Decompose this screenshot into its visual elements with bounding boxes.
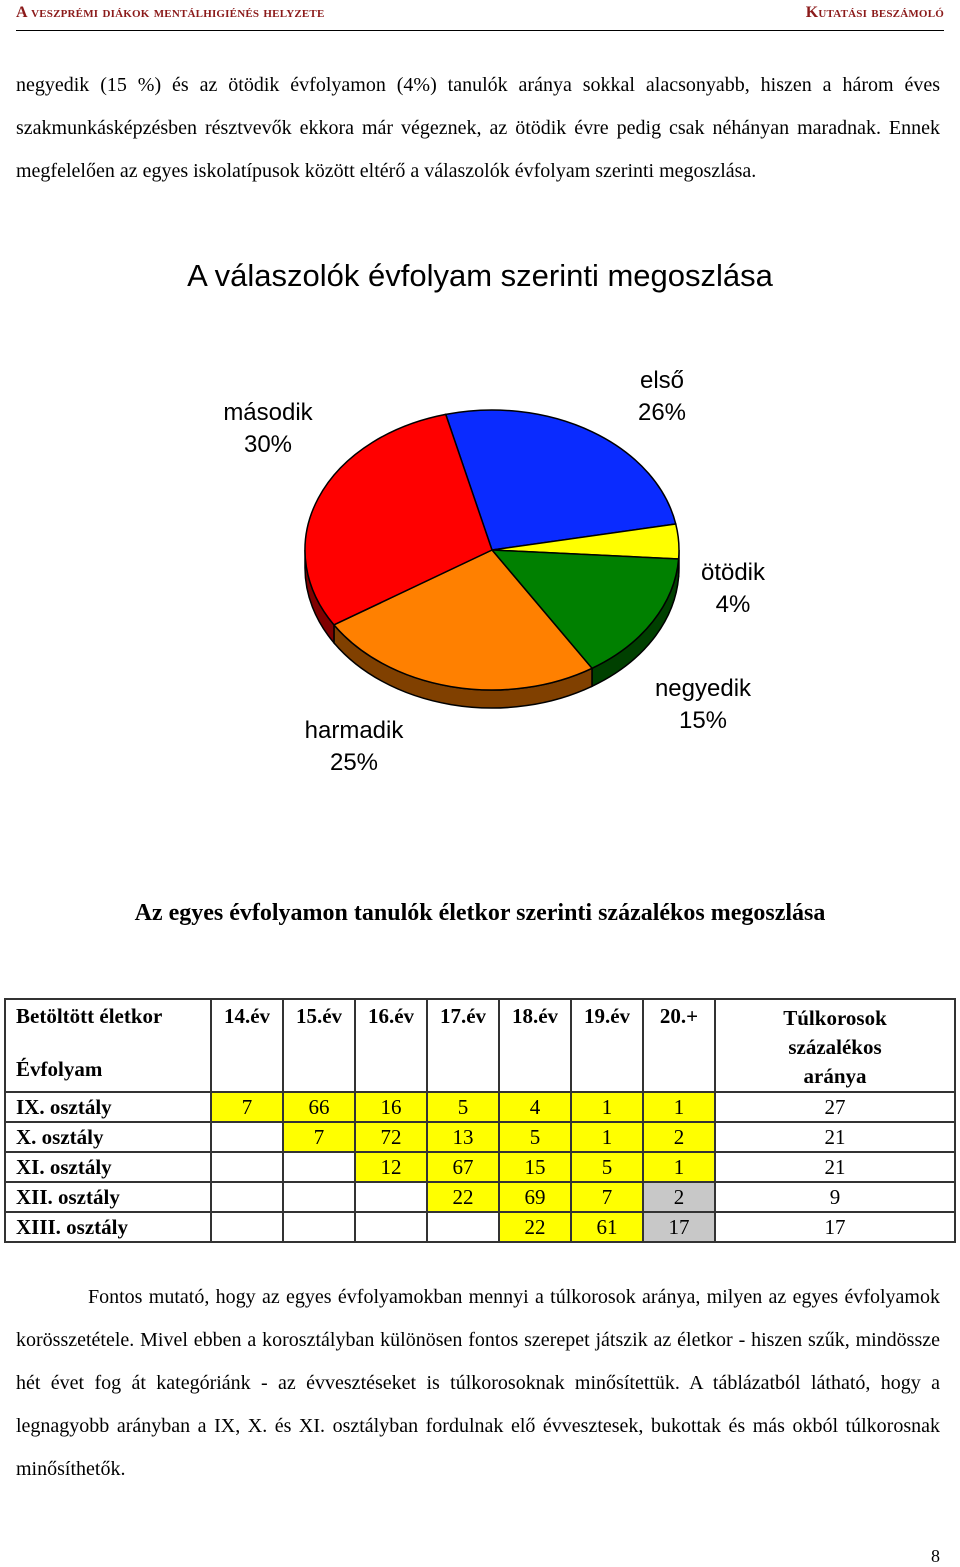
overage-header-line-0: Túlkorosok (783, 1006, 887, 1030)
pie-percent-első: 26% (638, 399, 686, 426)
table-row: X. osztály 7 72 13 5 1 2 21 (4, 1121, 956, 1153)
corner-top-label: Betöltött életkor (16, 1004, 163, 1028)
column-header-6: 20.+ (642, 998, 716, 1093)
table-cell: 4 (498, 1091, 572, 1123)
column-header-4: 18.év (498, 998, 572, 1093)
pie-label-ötödik: ötödik (701, 559, 766, 586)
page-header: A veszprémi diákok mentálhigiénés helyze… (16, 0, 944, 31)
pie-label-negyedik: negyedik (655, 675, 752, 702)
row-label: XI. osztály (4, 1151, 212, 1183)
table-cell: 17 (642, 1211, 716, 1243)
pie-label-harmadik: harmadik (305, 717, 405, 744)
overage-cell: 27 (714, 1091, 956, 1123)
table-cell: 66 (282, 1091, 356, 1123)
closing-paragraph: Fontos mutató, hogy az egyes évfolyamokb… (16, 1276, 940, 1491)
corner-bottom-label: Évfolyam (16, 1057, 103, 1081)
age-table: Betöltött életkor Évfolyam 14.év 15.év 16.év… (4, 998, 956, 1243)
pie-percent-harmadik: 25% (330, 749, 378, 776)
table-cell: 13 (426, 1121, 500, 1153)
table-cell: 1 (570, 1091, 644, 1123)
table-cell (210, 1121, 284, 1153)
table-cell: 16 (354, 1091, 428, 1123)
table-cell: 2 (642, 1181, 716, 1213)
table-cell: 7 (282, 1121, 356, 1153)
table-cell (210, 1211, 284, 1243)
column-header-2: 16.év (354, 998, 428, 1093)
column-header-3: 17.év (426, 998, 500, 1093)
table-cell (282, 1181, 356, 1213)
table-cell: 5 (498, 1121, 572, 1153)
table-cell: 1 (570, 1121, 644, 1153)
table-cell: 67 (426, 1151, 500, 1183)
table-cell (354, 1181, 428, 1213)
table-cell: 12 (354, 1151, 428, 1183)
chart-title: A válaszolók évfolyam szerinti megoszlás… (187, 258, 773, 293)
row-label: XII. osztály (4, 1181, 212, 1213)
table-cell: 7 (570, 1181, 644, 1213)
table-cell (354, 1211, 428, 1243)
pie-percent-ötödik: 4% (716, 591, 751, 618)
table-cell: 69 (498, 1181, 572, 1213)
overage-cell: 17 (714, 1211, 956, 1243)
pie-top-layer (304, 409, 680, 691)
pie-percent-második: 30% (244, 431, 292, 458)
table-cell: 5 (570, 1151, 644, 1183)
row-label: X. osztály (4, 1121, 212, 1153)
table-cell (426, 1211, 500, 1243)
header-right-title: Kutatási beszámoló (805, 4, 944, 21)
table-row: XIII. osztály 22 61 17 17 (4, 1211, 956, 1243)
table-cell: 22 (498, 1211, 572, 1243)
pie-label-második: második (223, 399, 313, 426)
table-row: XI. osztály 12 67 15 5 1 21 (4, 1151, 956, 1183)
column-header-0: 14.év (210, 998, 284, 1093)
pie-slice-első (444, 409, 677, 551)
closing-paragraph-text: Fontos mutató, hogy az egyes évfolyamokb… (16, 1286, 940, 1480)
table-cell: 5 (426, 1091, 500, 1123)
column-header-1: 15.év (282, 998, 356, 1093)
table-cell (282, 1211, 356, 1243)
pie-slice-harmadik (332, 549, 594, 691)
header-left-title: A veszprémi diákok mentálhigiénés helyze… (16, 4, 325, 21)
table-cell (282, 1151, 356, 1183)
table-cell (210, 1151, 284, 1183)
overage-cell: 9 (714, 1181, 956, 1213)
table-cell: 61 (570, 1211, 644, 1243)
pie-labels-layer: első 26% ötödik 4% negyedik 15% harmadik 25% más… (223, 367, 766, 776)
table-cell: 15 (498, 1151, 572, 1183)
pie-slice-második (304, 413, 493, 626)
column-header-overage: Túlkorosok százalékos aránya (714, 998, 956, 1093)
row-label: XIII. osztály (4, 1211, 212, 1243)
table-cell: 22 (426, 1181, 500, 1213)
table-cell: 7 (210, 1091, 284, 1123)
pie-chart: első 26% ötödik 4% negyedik 15% harmadik 25% más… (223, 367, 766, 776)
page-number: 8 (931, 1546, 940, 1566)
table-cell: 72 (354, 1121, 428, 1153)
pie-label-első: első (640, 367, 684, 394)
pie-slice-negyedik (490, 549, 680, 670)
row-label: IX. osztály (4, 1091, 212, 1123)
overage-cell: 21 (714, 1121, 956, 1153)
table-corner-header: Betöltött életkor Évfolyam (4, 998, 212, 1093)
overage-cell: 21 (714, 1151, 956, 1183)
table-title: Az egyes évfolyamon tanulók életkor szer… (134, 900, 826, 926)
table-cell: 1 (642, 1091, 716, 1123)
table-cell: 2 (642, 1121, 716, 1153)
table-row: IX. osztály 7 66 16 5 4 1 1 27 (4, 1091, 956, 1123)
pie-percent-negyedik: 15% (679, 707, 727, 734)
table-cell (210, 1181, 284, 1213)
column-header-5: 19.év (570, 998, 644, 1093)
table-row: XII. osztály 22 69 7 2 9 (4, 1181, 956, 1213)
overage-header-line-2: aránya (803, 1064, 867, 1088)
table-cell: 1 (642, 1151, 716, 1183)
table-header-row: Betöltött életkor Évfolyam 14.év 15.év 16.év… (4, 998, 956, 1093)
overage-header-line-1: százalékos (788, 1035, 882, 1059)
intro-paragraph: negyedik (15 %) és az ötödik évfolyamon … (16, 74, 940, 182)
